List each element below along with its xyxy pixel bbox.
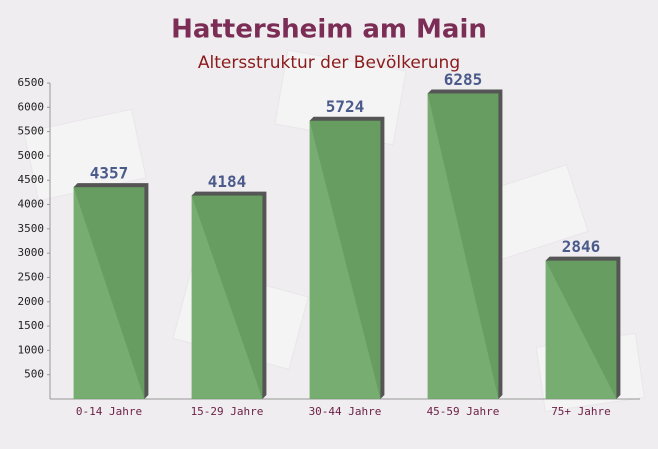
x-tick-label: 45-59 Jahre: [427, 405, 500, 418]
y-tick-label: 5500: [18, 125, 45, 138]
bar: [309, 120, 381, 400]
y-tick-label: 500: [24, 368, 44, 381]
value-label: 6285: [444, 70, 483, 89]
x-tick-label: 30-44 Jahre: [309, 405, 382, 418]
y-tick-label: 1000: [18, 343, 45, 356]
y-tick-label: 4000: [18, 198, 45, 211]
value-label: 4184: [208, 172, 247, 191]
chart-title: Hattersheim am Main: [171, 15, 487, 45]
x-tick-label: 0-14 Jahre: [76, 405, 142, 418]
y-tick-label: 5000: [18, 149, 45, 162]
bar: [545, 260, 617, 399]
bar: [73, 187, 145, 399]
x-tick-label: 75+ Jahre: [551, 405, 611, 418]
y-tick-label: 2500: [18, 270, 45, 283]
y-tick-label: 6000: [18, 100, 45, 113]
y-tick-label: 3000: [18, 246, 45, 259]
x-tick-label: 15-29 Jahre: [191, 405, 264, 418]
y-tick-label: 2000: [18, 295, 45, 308]
bar: [191, 195, 263, 399]
y-tick-label: 4500: [18, 173, 45, 186]
y-tick-label: 6500: [18, 76, 45, 89]
y-tick-label: 1500: [18, 319, 45, 332]
bar: [427, 93, 499, 400]
y-tick-label: 3500: [18, 222, 45, 235]
value-label: 2846: [562, 237, 601, 256]
chart-subtitle: Altersstruktur der Bevölkerung: [198, 53, 460, 73]
value-label: 4357: [90, 164, 129, 183]
value-label: 5724: [326, 97, 365, 116]
